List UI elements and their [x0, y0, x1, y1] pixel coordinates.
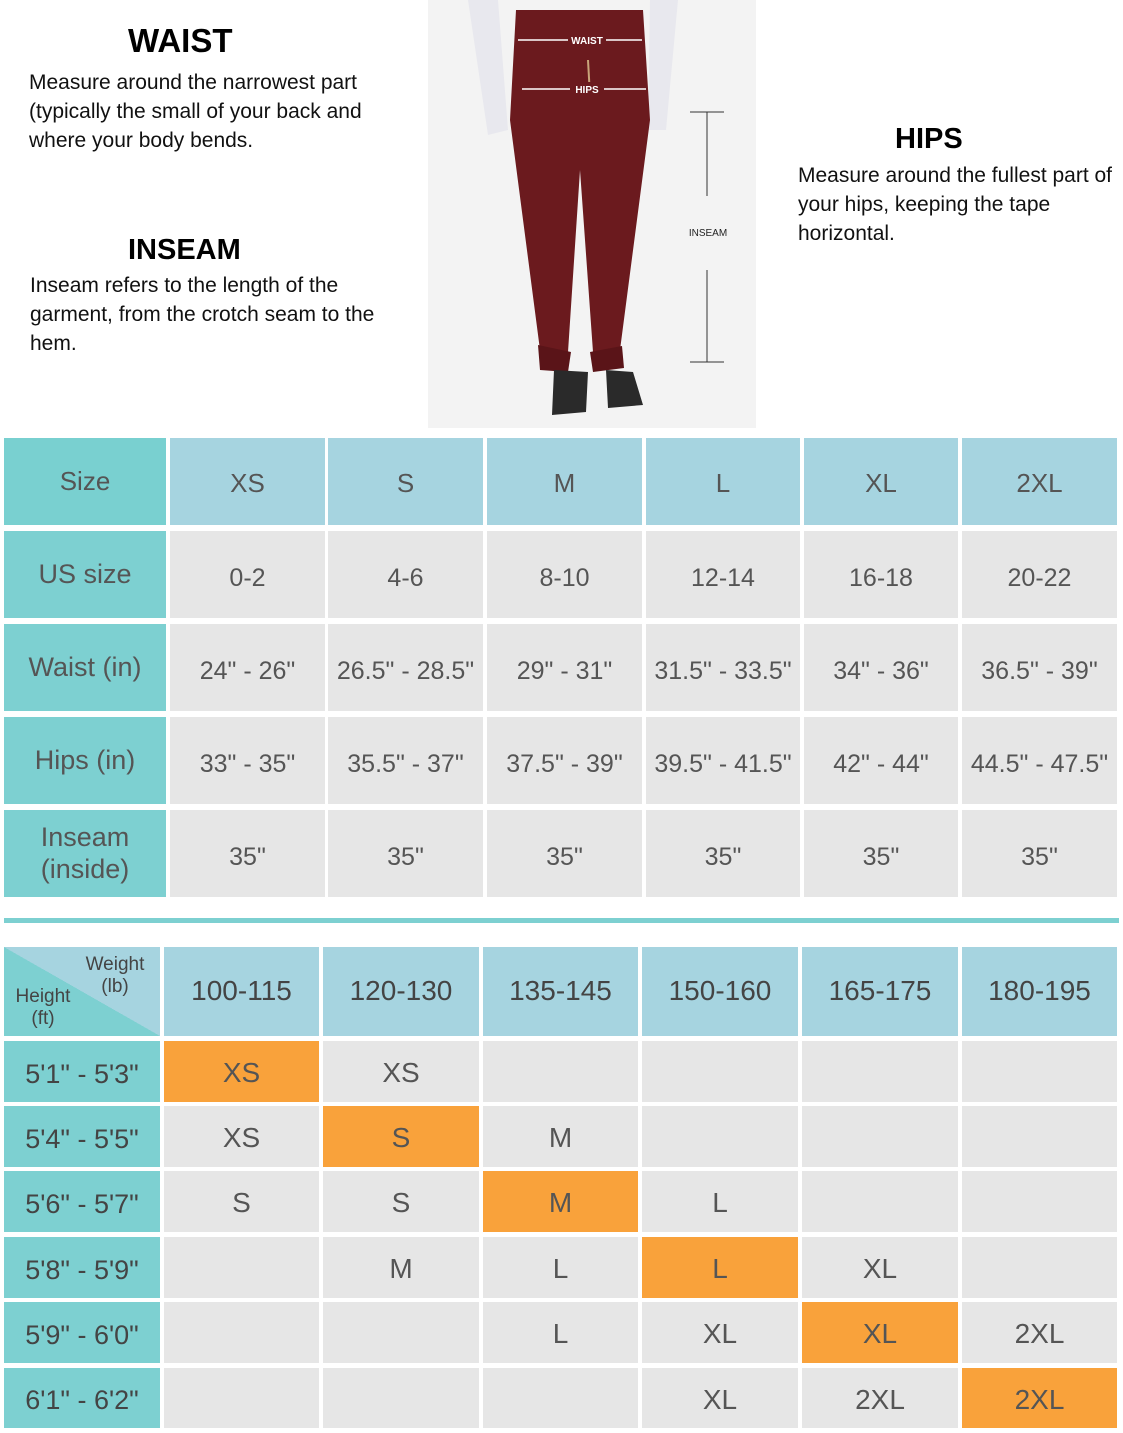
weight-header: 120-130	[323, 947, 479, 1036]
size-header: 2XL	[962, 438, 1117, 525]
height-label: 6'1" - 6'2"	[4, 1368, 160, 1428]
fit-cell: XS	[164, 1106, 319, 1167]
model-figure: WAIST HIPS INSEAM	[428, 0, 756, 428]
size-header: M	[487, 438, 642, 525]
size-cell: 0-2	[170, 531, 325, 618]
size-cell: 35"	[804, 810, 958, 897]
fit-cell: 2XL	[802, 1368, 958, 1428]
fit-cell	[642, 1106, 798, 1167]
size-cell: 33" - 35"	[170, 717, 325, 804]
size-cell: 42" - 44"	[804, 717, 958, 804]
fit-cell: XL	[642, 1302, 798, 1363]
fit-cell	[164, 1237, 319, 1298]
weight-header: 135-145	[483, 947, 638, 1036]
weight-header: 100-115	[164, 947, 319, 1036]
fit-cell	[483, 1368, 638, 1428]
size-cell: 12-14	[646, 531, 800, 618]
fit-cell: M	[483, 1106, 638, 1167]
corner-height: Height (ft)	[15, 986, 71, 1029]
waist-title: WAIST	[128, 22, 233, 59]
height-label: 5'4" - 5'5"	[4, 1106, 160, 1167]
fit-cell: S	[164, 1171, 319, 1232]
fit-cell: S	[323, 1171, 479, 1232]
waist-text: Measure around the narrowest part (typic…	[29, 71, 362, 152]
size-row-label: Waist (in)	[4, 624, 166, 711]
fit-cell	[802, 1171, 958, 1232]
size-cell: 35"	[962, 810, 1117, 897]
inseam-title: INSEAM	[128, 234, 241, 266]
hips-title: HIPS	[895, 123, 963, 155]
size-cell: 37.5" - 39"	[487, 717, 642, 804]
size-cell: 16-18	[804, 531, 958, 618]
hips-text: Measure around the fullest part of your …	[798, 164, 1113, 245]
size-cell: 8-10	[487, 531, 642, 618]
size-cell: 35"	[487, 810, 642, 897]
fit-cell: XS	[164, 1041, 319, 1102]
inseam-label: INSEAM	[689, 228, 727, 239]
fit-cell: 2XL	[962, 1368, 1117, 1428]
size-cell: 35"	[170, 810, 325, 897]
size-header: S	[328, 438, 483, 525]
fit-cell	[802, 1041, 958, 1102]
size-cell: 35"	[328, 810, 483, 897]
corner-weight: Weight (lb)	[85, 953, 145, 997]
fit-cell: L	[483, 1302, 638, 1363]
fit-cell	[802, 1106, 958, 1167]
size-cell: 24" - 26"	[170, 624, 325, 711]
fit-cell: L	[642, 1237, 798, 1298]
fit-cell	[642, 1041, 798, 1102]
fit-cell: XL	[802, 1237, 958, 1298]
size-cell: 35.5" - 37"	[328, 717, 483, 804]
fit-cell	[323, 1368, 479, 1428]
fit-cell: XL	[802, 1302, 958, 1363]
height-label: 5'1" - 5'3"	[4, 1041, 160, 1102]
height-label: 5'8" - 5'9"	[4, 1237, 160, 1298]
fit-cell: M	[323, 1237, 479, 1298]
fit-cell	[962, 1106, 1117, 1167]
size-row-label: Hips (in)	[4, 717, 166, 804]
hips-label: HIPS	[575, 85, 599, 96]
fit-cell	[483, 1041, 638, 1102]
height-label: 5'6" - 5'7"	[4, 1171, 160, 1232]
size-cell: 44.5" - 47.5"	[962, 717, 1117, 804]
fit-cell: S	[323, 1106, 479, 1167]
size-cell: 26.5" - 28.5"	[328, 624, 483, 711]
size-header: XL	[804, 438, 958, 525]
size-header: L	[646, 438, 800, 525]
size-cell: 35"	[646, 810, 800, 897]
fit-cell	[164, 1302, 319, 1363]
inseam-text: Inseam refers to the length of the garme…	[30, 274, 375, 355]
size-row-label: US size	[4, 531, 166, 618]
fit-cell: L	[642, 1171, 798, 1232]
weight-header: 180-195	[962, 947, 1117, 1036]
separator	[4, 918, 1119, 923]
fit-cell: XS	[323, 1041, 479, 1102]
size-header: XS	[170, 438, 325, 525]
size-cell: 31.5" - 33.5"	[646, 624, 800, 711]
fit-cell	[323, 1302, 479, 1363]
weight-header: 165-175	[802, 947, 958, 1036]
fit-cell: M	[483, 1171, 638, 1232]
size-cell: 29" - 31"	[487, 624, 642, 711]
fit-cell	[962, 1041, 1117, 1102]
size-cell: 4-6	[328, 531, 483, 618]
size-cell: 20-22	[962, 531, 1117, 618]
corner-cell	[4, 947, 160, 1036]
fit-cell: XL	[642, 1368, 798, 1428]
size-cell: 39.5" - 41.5"	[646, 717, 800, 804]
size-row-label: Inseam (inside)	[4, 810, 166, 897]
fit-cell	[962, 1237, 1117, 1298]
size-cell: 34" - 36"	[804, 624, 958, 711]
height-label: 5'9" - 6'0"	[4, 1302, 160, 1363]
fit-cell	[962, 1171, 1117, 1232]
waist-label: WAIST	[571, 36, 603, 47]
fit-cell	[164, 1368, 319, 1428]
fit-cell: 2XL	[962, 1302, 1117, 1363]
weight-header: 150-160	[642, 947, 798, 1036]
size-cell: 36.5" - 39"	[962, 624, 1117, 711]
size-header-label: Size	[4, 438, 166, 525]
fit-cell: L	[483, 1237, 638, 1298]
